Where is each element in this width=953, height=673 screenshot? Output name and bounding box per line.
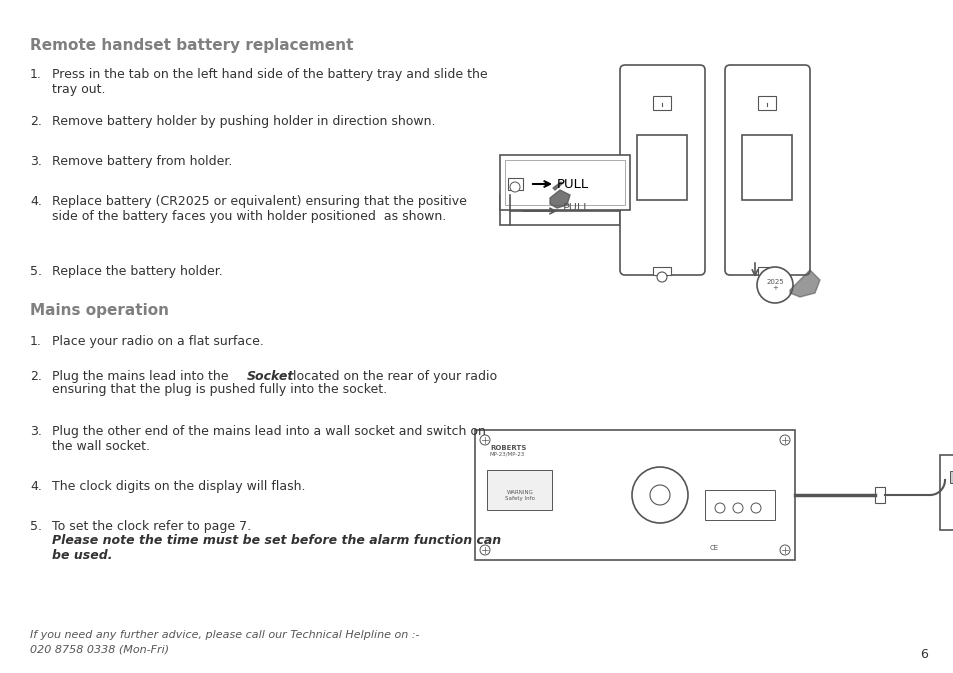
Text: CE: CE — [709, 545, 719, 551]
Polygon shape — [535, 190, 550, 204]
Circle shape — [649, 485, 669, 505]
Text: 020 8758 0338 (Mon-Fri): 020 8758 0338 (Mon-Fri) — [30, 645, 169, 655]
Circle shape — [479, 435, 490, 445]
Text: If you need any further advice, please call our Technical Helpline on :-: If you need any further advice, please c… — [30, 630, 419, 640]
Text: Remote handset battery replacement: Remote handset battery replacement — [30, 38, 354, 53]
Text: Replace battery (CR2025 or equivalent) ensuring that the positive
side of the ba: Replace battery (CR2025 or equivalent) e… — [52, 195, 466, 223]
Bar — [949, 471, 953, 483]
Text: ensuring that the plug is pushed fully into the socket.: ensuring that the plug is pushed fully i… — [52, 383, 387, 396]
Bar — [758, 96, 775, 110]
Text: Place your radio on a flat surface.: Place your radio on a flat surface. — [52, 335, 264, 348]
Circle shape — [757, 267, 792, 303]
Text: Plug the other end of the mains lead into a wall socket and switch on
the wall s: Plug the other end of the mains lead int… — [52, 425, 485, 453]
Text: Socket: Socket — [247, 370, 294, 383]
Bar — [939, 455, 953, 530]
Bar — [507, 178, 522, 190]
Bar — [486, 470, 552, 510]
Text: Remove battery holder by pushing holder in direction shown.: Remove battery holder by pushing holder … — [52, 115, 435, 128]
Text: 5.: 5. — [30, 265, 42, 278]
Text: 1.: 1. — [30, 68, 42, 81]
Text: To set the clock refer to page 7.: To set the clock refer to page 7. — [52, 520, 251, 533]
Circle shape — [780, 435, 789, 445]
Text: PULL: PULL — [562, 203, 590, 213]
Circle shape — [631, 467, 687, 523]
Circle shape — [732, 503, 742, 513]
FancyBboxPatch shape — [499, 195, 619, 225]
Bar — [637, 135, 686, 200]
Bar — [499, 155, 629, 210]
Bar — [741, 135, 791, 200]
Text: Please note the time must be set before the alarm function can
be used.: Please note the time must be set before … — [52, 534, 500, 562]
Circle shape — [479, 545, 490, 555]
Bar — [504, 160, 624, 205]
Bar — [652, 267, 670, 275]
Text: Remove battery from holder.: Remove battery from holder. — [52, 155, 233, 168]
Circle shape — [750, 503, 760, 513]
Bar — [704, 490, 774, 520]
Polygon shape — [789, 270, 820, 297]
Text: 2.: 2. — [30, 370, 42, 383]
Polygon shape — [550, 190, 569, 208]
Text: 3.: 3. — [30, 425, 42, 438]
Text: 2025
+: 2025 + — [765, 279, 783, 291]
Text: located on the rear of your radio: located on the rear of your radio — [289, 370, 497, 383]
Circle shape — [780, 545, 789, 555]
Text: 4.: 4. — [30, 195, 42, 208]
Text: Press in the tab on the left hand side of the battery tray and slide the
tray ou: Press in the tab on the left hand side o… — [52, 68, 487, 96]
Text: 5.: 5. — [30, 520, 42, 533]
Circle shape — [657, 272, 666, 282]
Text: WARNING
Safety Info: WARNING Safety Info — [504, 490, 535, 501]
Text: 1.: 1. — [30, 335, 42, 348]
Text: 6: 6 — [919, 648, 927, 661]
Text: Plug the mains lead into the: Plug the mains lead into the — [52, 370, 233, 383]
FancyBboxPatch shape — [619, 65, 704, 275]
Polygon shape — [553, 182, 562, 190]
Text: Mains operation: Mains operation — [30, 303, 169, 318]
Text: ROBERTS: ROBERTS — [490, 445, 526, 451]
Text: MP-23/MP-23: MP-23/MP-23 — [490, 452, 525, 457]
Text: Replace the battery holder.: Replace the battery holder. — [52, 265, 222, 278]
Text: 4.: 4. — [30, 480, 42, 493]
Bar — [758, 267, 775, 275]
Bar — [475, 430, 794, 560]
Text: 2.: 2. — [30, 115, 42, 128]
Bar — [874, 487, 884, 503]
Circle shape — [714, 503, 724, 513]
Text: 3.: 3. — [30, 155, 42, 168]
Circle shape — [510, 182, 519, 192]
Text: PULL: PULL — [557, 178, 589, 190]
Bar — [652, 96, 670, 110]
Text: The clock digits on the display will flash.: The clock digits on the display will fla… — [52, 480, 305, 493]
FancyBboxPatch shape — [724, 65, 809, 275]
